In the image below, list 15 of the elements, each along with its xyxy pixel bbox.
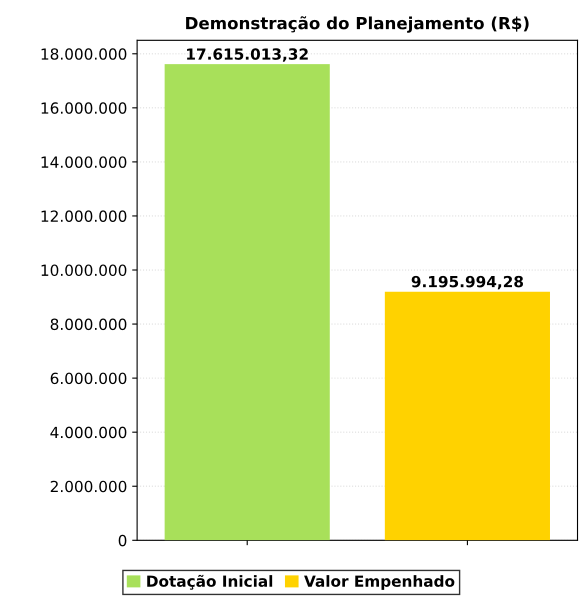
y-tick-label: 6.000.000 <box>50 372 126 384</box>
data-label: 17.615.013,32 <box>187 48 308 62</box>
legend-label: Valor Empenhado <box>304 575 454 590</box>
legend-label: Dotação Inicial <box>147 574 272 590</box>
data-label: 9.195.994,28 <box>412 276 524 290</box>
y-tick-label: 18.000.000 <box>42 48 126 60</box>
y-tick-label: 4.000.000 <box>50 426 126 438</box>
y-tick-label: 10.000.000 <box>42 264 126 276</box>
y-tick-label: 2.000.000 <box>50 480 126 492</box>
chart-title: Demonstração do Planejamento (R$) <box>186 16 529 33</box>
y-tick-label: 0 <box>118 534 126 546</box>
y-tick-label: 8.000.000 <box>50 318 126 330</box>
y-tick-label: 16.000.000 <box>42 102 126 114</box>
y-tick-label: 12.000.000 <box>42 210 126 222</box>
y-tick-label: 14.000.000 <box>42 156 126 168</box>
